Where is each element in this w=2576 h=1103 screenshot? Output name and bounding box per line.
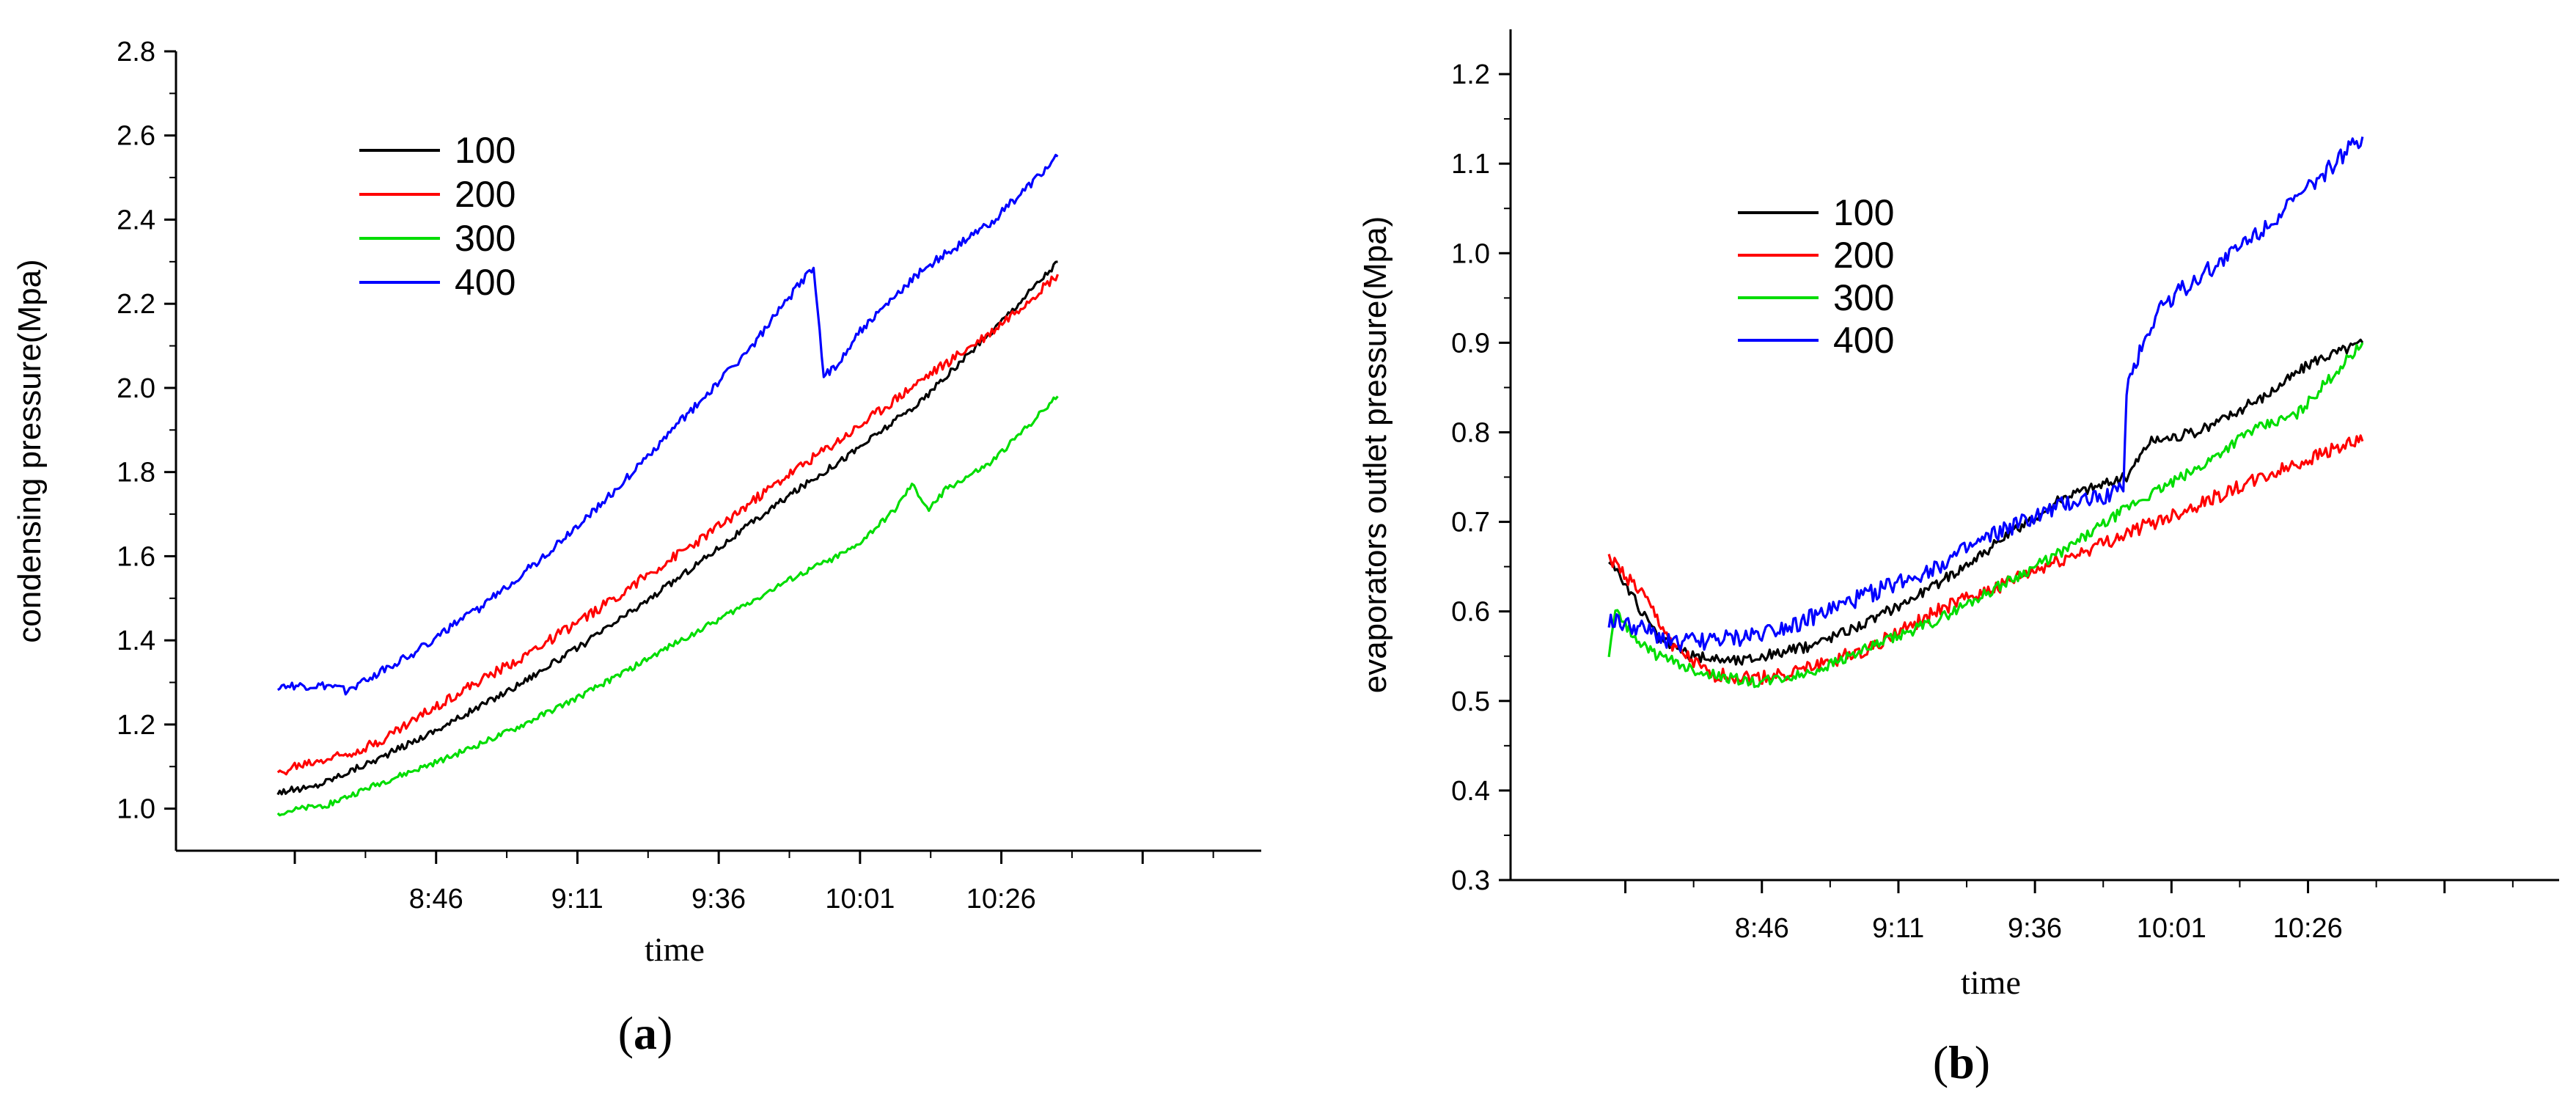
- x-tick-label: 9:36: [691, 884, 746, 915]
- y-axis-title: evaporators outlet pressure(Mpa): [1357, 216, 1393, 694]
- y-tick-label: 2.0: [117, 373, 155, 404]
- legend-label-300: 300: [1833, 277, 1894, 318]
- y-tick-label: 1.0: [1451, 238, 1490, 269]
- x-axis-title: time: [1961, 964, 2021, 1001]
- y-tick-label: 0.6: [1451, 597, 1490, 628]
- y-tick-label: 0.4: [1451, 776, 1490, 807]
- y-tick-label: 2.2: [117, 289, 155, 320]
- series-line-200: [276, 274, 1060, 776]
- x-tick-label: 9:11: [551, 884, 603, 915]
- x-tick-label: 10:26: [2273, 913, 2343, 944]
- y-tick-label: 2.6: [117, 121, 155, 152]
- y-tick-label: 0.3: [1451, 865, 1490, 896]
- legend-label-200: 200: [1833, 235, 1894, 276]
- y-tick-label: 1.2: [117, 710, 155, 741]
- series-line-100: [276, 260, 1058, 796]
- x-axis-title: time: [645, 931, 705, 968]
- x-tick-label: 9:36: [2008, 913, 2062, 944]
- series-line-400: [1607, 136, 2364, 653]
- x-tick-label: 10:26: [966, 884, 1036, 915]
- y-tick-label: 0.7: [1451, 507, 1490, 538]
- x-tick-label: 8:46: [409, 884, 463, 915]
- series-line-200: [1607, 434, 2364, 686]
- panel-a: 1.0 1.2 1.4 1.6 1.8 2.0 2.2 2.4 2.6 2.8 8:46 9:11 9:…: [12, 37, 1261, 1059]
- y-tick-label: 1.0: [117, 794, 155, 825]
- y-tick-label: 2.4: [117, 205, 155, 235]
- series-line-300: [1607, 342, 2364, 689]
- panel-label: (a): [618, 1007, 673, 1059]
- series-line-300: [276, 395, 1059, 817]
- y-tick-label: 1.8: [117, 458, 155, 488]
- y-axis-title: condensing pressure(Mpa): [12, 259, 48, 642]
- panel-label: (b): [1933, 1036, 1990, 1088]
- y-tick-label: 1.6: [117, 541, 155, 572]
- legend-label-300: 300: [455, 218, 515, 259]
- legend-label-400: 400: [1833, 320, 1894, 361]
- series-line-100: [1608, 338, 2364, 666]
- x-tick-label: 9:11: [1872, 913, 1924, 944]
- y-tick-label: 2.8: [117, 37, 155, 67]
- y-tick-label: 0.5: [1451, 686, 1490, 717]
- legend-label-100: 100: [1833, 192, 1894, 233]
- y-tick-label: 1.2: [1451, 59, 1490, 90]
- x-tick-label: 10:01: [2137, 913, 2206, 944]
- legend-label-200: 200: [455, 174, 515, 215]
- y-tick-label: 1.1: [1451, 149, 1490, 180]
- y-tick-label: 0.8: [1451, 417, 1490, 448]
- x-tick-label: 10:01: [825, 884, 895, 915]
- legend-label-100: 100: [455, 130, 515, 171]
- panel-b: 0.3 0.4 0.5 0.6 0.7 0.8 0.9 1.0 1.1 1.2 8:46 9:11 9:…: [1357, 29, 2559, 1088]
- y-tick-label: 1.4: [117, 626, 155, 656]
- x-tick-label: 8:46: [1735, 913, 1789, 944]
- series-line-400: [276, 153, 1059, 696]
- y-tick-label: 0.9: [1451, 328, 1490, 359]
- legend-label-400: 400: [455, 262, 515, 303]
